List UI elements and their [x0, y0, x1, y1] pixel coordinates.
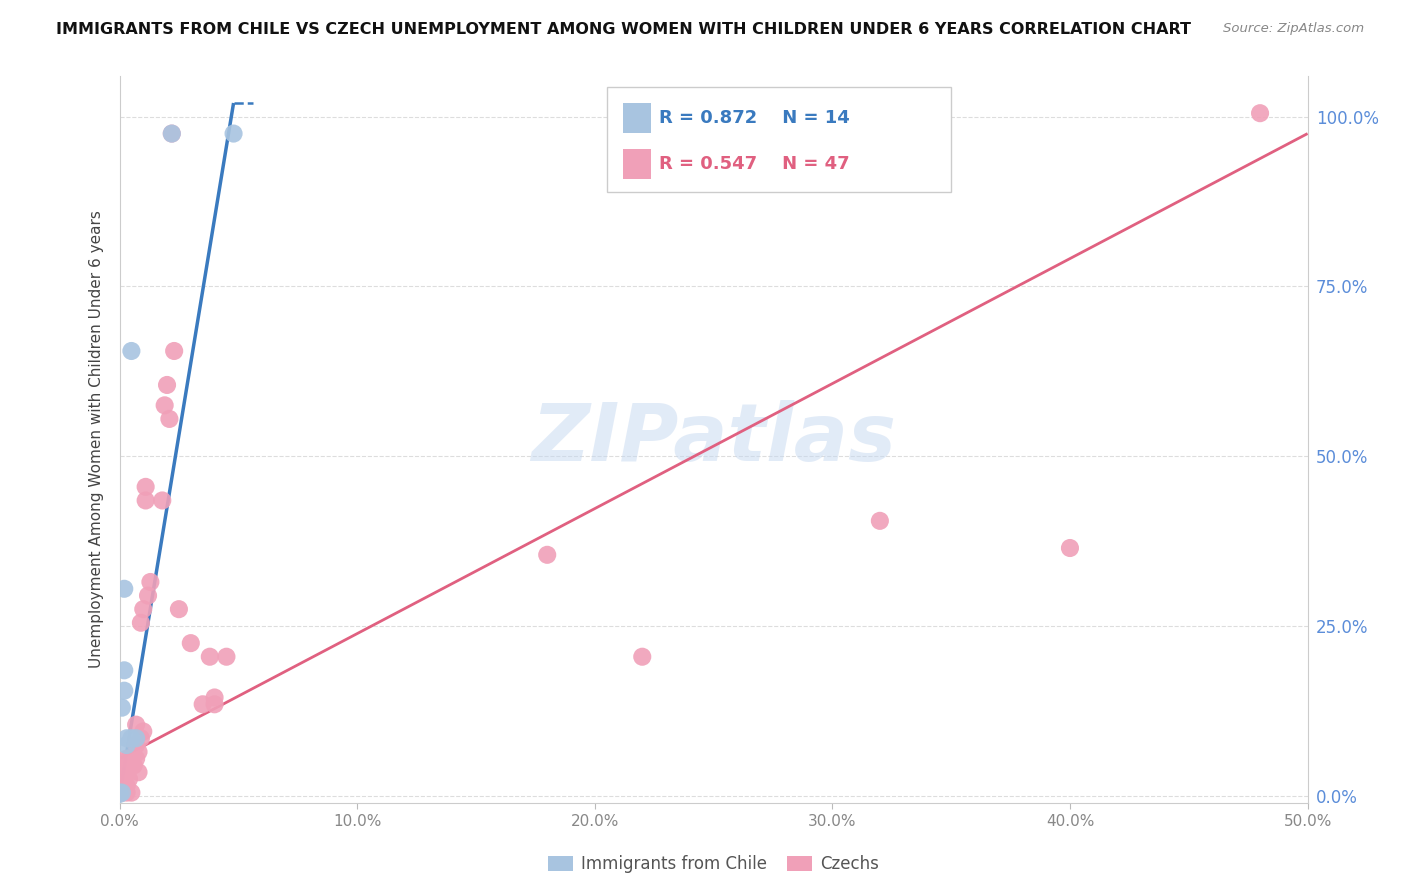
Y-axis label: Unemployment Among Women with Children Under 6 years: Unemployment Among Women with Children U… — [89, 211, 104, 668]
Point — [167, 602, 190, 616]
Point — [111, 779, 134, 793]
Point — [122, 758, 145, 772]
Point — [631, 649, 654, 664]
Text: ZIPatlas: ZIPatlas — [531, 401, 896, 478]
Point — [112, 683, 135, 698]
Point — [869, 514, 891, 528]
Point — [115, 738, 138, 752]
Point — [115, 779, 138, 793]
Point — [198, 649, 221, 664]
Point — [108, 786, 131, 800]
Point — [120, 751, 142, 765]
Point — [136, 589, 159, 603]
FancyBboxPatch shape — [623, 149, 651, 178]
Point — [204, 690, 226, 705]
Point — [108, 772, 131, 786]
Point — [160, 127, 183, 141]
Point — [180, 636, 202, 650]
Point — [536, 548, 558, 562]
Point — [111, 786, 134, 800]
Point — [215, 649, 238, 664]
Point — [118, 751, 141, 765]
Point — [120, 731, 142, 746]
Point — [135, 493, 157, 508]
Point — [125, 738, 148, 752]
Point — [160, 127, 183, 141]
Point — [115, 751, 138, 765]
Point — [153, 398, 176, 412]
Text: R = 0.872    N = 14: R = 0.872 N = 14 — [659, 109, 849, 127]
Legend: Immigrants from Chile, Czechs: Immigrants from Chile, Czechs — [540, 847, 887, 881]
Point — [108, 786, 131, 800]
Point — [125, 751, 148, 765]
FancyBboxPatch shape — [606, 87, 950, 192]
Point — [111, 700, 134, 714]
Point — [157, 412, 180, 426]
Point — [111, 758, 134, 772]
Point — [125, 731, 148, 746]
Point — [163, 343, 186, 358]
Point — [125, 717, 148, 731]
Point — [204, 698, 226, 712]
Point — [132, 724, 155, 739]
Point — [118, 772, 141, 786]
Point — [139, 574, 162, 589]
Point — [1059, 541, 1081, 555]
FancyBboxPatch shape — [623, 103, 651, 133]
Point — [222, 127, 245, 141]
Point — [132, 602, 155, 616]
Point — [112, 663, 135, 677]
Point — [1249, 106, 1271, 120]
Point — [112, 582, 135, 596]
Text: IMMIGRANTS FROM CHILE VS CZECH UNEMPLOYMENT AMONG WOMEN WITH CHILDREN UNDER 6 YE: IMMIGRANTS FROM CHILE VS CZECH UNEMPLOYM… — [56, 22, 1191, 37]
Point — [112, 772, 135, 786]
Text: Source: ZipAtlas.com: Source: ZipAtlas.com — [1223, 22, 1364, 36]
Point — [111, 786, 134, 800]
Point — [120, 786, 142, 800]
Point — [115, 731, 138, 746]
Point — [135, 480, 157, 494]
Point — [129, 731, 152, 746]
Point — [128, 765, 150, 780]
Point — [150, 493, 173, 508]
Point — [128, 745, 150, 759]
Point — [108, 787, 131, 801]
Point — [112, 765, 135, 780]
Text: R = 0.547    N = 47: R = 0.547 N = 47 — [659, 155, 849, 173]
Point — [112, 779, 135, 793]
Point — [129, 615, 152, 630]
Point — [115, 786, 138, 800]
Point — [191, 698, 214, 712]
Point — [120, 343, 142, 358]
Point — [156, 378, 179, 392]
